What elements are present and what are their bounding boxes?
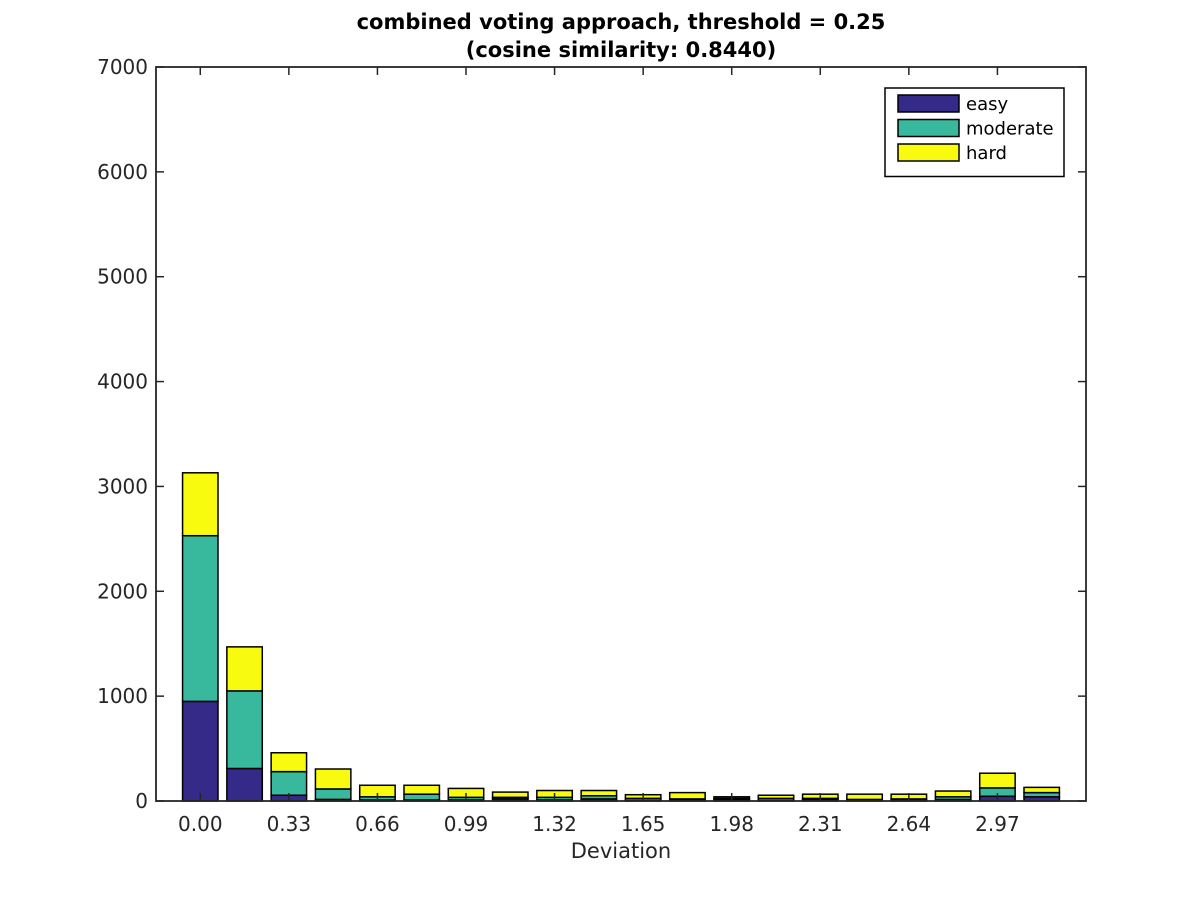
x-tick-label: 1.98 [709,812,754,836]
bar-hard [1023,786,1061,794]
y-tick-label: 4000 [97,370,148,394]
bar-moderate [226,690,264,770]
bar-moderate [270,770,308,796]
x-tick-label: 0.66 [355,812,400,836]
x-tick-label: 2.31 [798,812,843,836]
y-tick-label: 5000 [97,265,148,289]
x-tick-label: 1.32 [532,812,577,836]
y-tick-label: 3000 [97,474,148,498]
x-tick-label: 0.00 [178,812,223,836]
legend-swatch-easy [897,94,960,113]
bar-hard [757,794,795,800]
legend-label-moderate: moderate [966,119,1054,140]
y-tick-label: 6000 [97,160,148,184]
x-tick-label: 2.64 [887,812,932,836]
axes-frame [155,66,1087,802]
bar-moderate [314,788,352,801]
bar-hard [270,752,308,773]
bar-hard [846,793,884,801]
bar-hard [580,789,618,797]
bar-moderate [403,793,441,801]
y-tick-label: 1000 [97,684,148,708]
legend-label-hard: hard [966,143,1007,164]
chart-title-line-1: combined voting approach, threshold = 0.… [357,10,886,34]
bar-easy [181,700,219,802]
axes-background [156,67,1086,801]
plot-area: 0 1000 2000 3000 4000 5000 6000 7000 0.00 0.33 0.6… [97,55,1087,836]
bar-hard [403,784,441,795]
y-tick-label: 7000 [97,55,148,79]
y-tick-label: 2000 [97,579,148,603]
bar-moderate [181,534,219,703]
bar-hard [491,791,529,799]
x-tick-label: 2.97 [975,812,1020,836]
legend-swatch-hard [897,143,960,162]
bar-hard [181,472,219,537]
bar-hard [314,768,352,790]
x-tick-label: 1.65 [621,812,666,836]
y-tick-label: 0 [135,789,148,813]
bar-hard [934,790,972,798]
x-tick-label: 0.99 [444,812,489,836]
x-axis-label: Deviation [571,839,671,863]
bar-easy [226,767,264,802]
legend-label-easy: easy [966,94,1008,115]
x-tick-label: 0.33 [267,812,312,836]
chart-title-line-2: (cosine similarity: 0.8440) [466,38,776,62]
legend: easy moderate hard [884,87,1065,178]
legend-swatch-moderate [897,118,960,138]
bar-hard [978,772,1016,789]
bar-hard [668,791,706,800]
bar-hard [226,646,264,692]
